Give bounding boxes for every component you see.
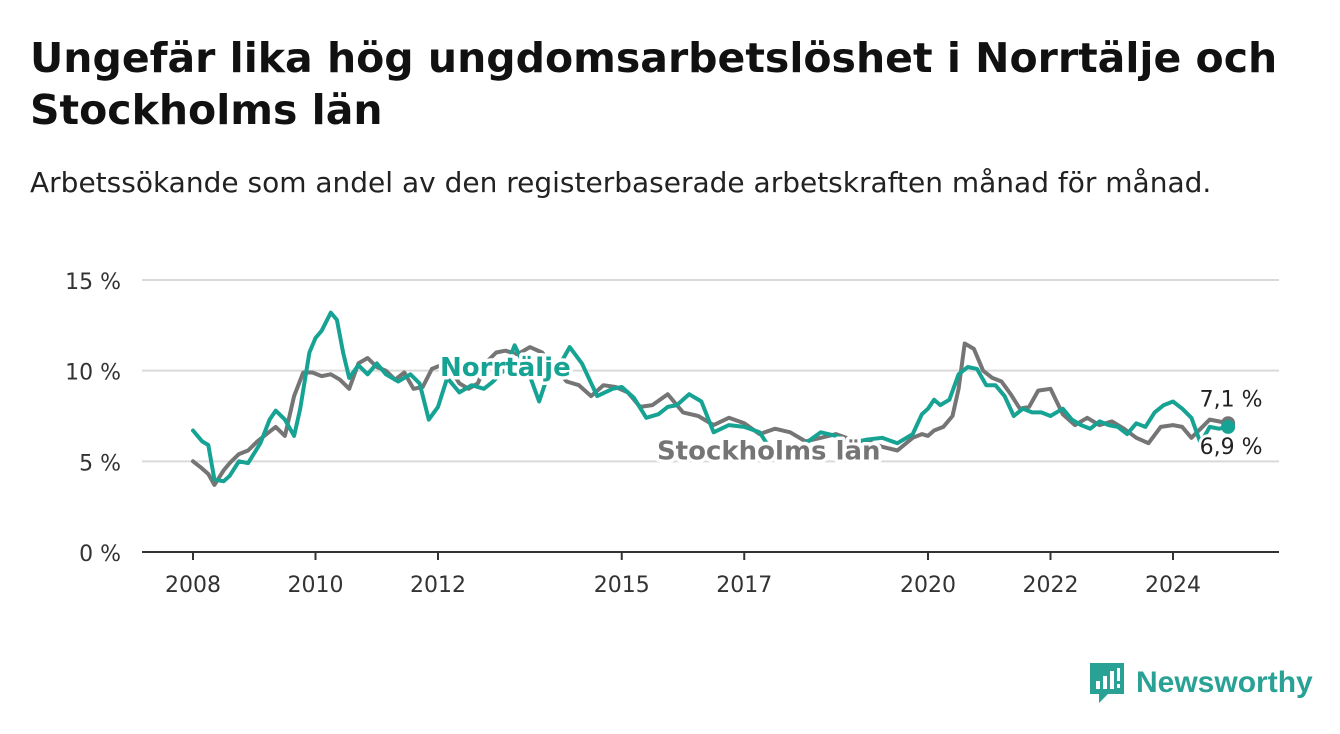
y-tick-label: 10 % — [65, 361, 121, 386]
axes: 0 % 5 % 10 % 15 % 2008 2010 2012 2015 2017 2020 20… — [65, 270, 1279, 598]
brand-name: Newsworthy — [1136, 666, 1313, 699]
x-tick-label: 2010 — [288, 573, 344, 598]
end-value-label-stockholm: 7,1 % — [1200, 387, 1263, 412]
end-value-label-norrtalje: 6,9 % — [1200, 435, 1263, 460]
x-tick-label: 2015 — [594, 573, 650, 598]
grid-lines — [142, 279, 1279, 463]
series-lines — [191, 310, 1236, 487]
y-tick-label: 5 % — [79, 451, 121, 476]
x-tick-label: 2024 — [1145, 573, 1201, 598]
series-labels: Norrtälje Stockholms län 6,9 % 7,1 % — [437, 350, 1266, 470]
x-tick-label: 2008 — [165, 573, 221, 598]
x-tick-label: 2022 — [1023, 573, 1079, 598]
brand-logo: Newsworthy — [1088, 660, 1313, 706]
x-tick-label: 2012 — [410, 573, 466, 598]
y-tick-label: 15 % — [65, 270, 121, 295]
series-line-stockholm — [191, 341, 1231, 487]
x-tick-label: 2017 — [716, 573, 772, 598]
chart-subtitle: Arbetssökande som andel av den registerb… — [30, 166, 1212, 199]
newsworthy-logo-icon — [1090, 663, 1124, 703]
chart-title: Ungefär lika hög ungdomsarbetslöshet i N… — [30, 34, 1278, 134]
series-label-norrtalje: Norrtälje — [440, 353, 571, 383]
x-tick-label: 2020 — [900, 573, 956, 598]
series-label-stockholm: Stockholms län — [657, 436, 881, 466]
end-point-marker — [1221, 419, 1236, 434]
series-line-norrtalje — [191, 310, 1231, 484]
y-tick-label: 0 % — [79, 542, 121, 567]
